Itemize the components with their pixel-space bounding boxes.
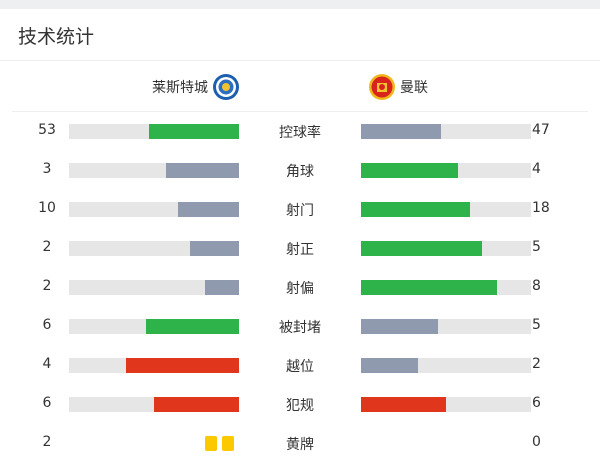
stat-row: 2 射偏 8 — [0, 277, 600, 297]
home-bar-track — [69, 358, 239, 373]
leicester-city-badge-icon — [213, 74, 239, 100]
away-bar-track — [361, 202, 531, 217]
stat-row-yellow-cards: 2 黄牌 0 — [0, 433, 600, 453]
stat-row: 10 射门 18 — [0, 199, 600, 219]
away-bar-track — [361, 280, 531, 295]
away-value: 0 — [532, 434, 541, 450]
away-bar-fill — [361, 358, 418, 373]
away-bar-track — [361, 397, 531, 412]
page-title: 技术统计 — [18, 26, 95, 48]
home-bar-track — [69, 241, 239, 256]
stat-row: 3 角球 4 — [0, 160, 600, 180]
stat-row: 6 被封堵 5 — [0, 316, 600, 336]
home-value: 4 — [42, 356, 52, 372]
away-bar-fill — [361, 241, 483, 256]
stat-label: 黄牌 — [286, 437, 314, 453]
home-bar-fill — [178, 202, 239, 217]
stat-label: 被封堵 — [279, 320, 321, 336]
away-value: 5 — [532, 317, 541, 333]
home-bar-fill — [166, 163, 239, 178]
away-team-header: 曼联 — [368, 72, 428, 102]
stat-row: 53 控球率 47 — [0, 121, 600, 141]
away-bar-track — [361, 358, 531, 373]
home-value: 2 — [42, 239, 52, 255]
away-value: 6 — [532, 395, 541, 411]
stat-label: 射偏 — [286, 281, 314, 297]
away-value: 2 — [532, 356, 541, 372]
home-bar-fill — [190, 241, 239, 256]
stat-label: 射正 — [286, 242, 314, 258]
away-bar-fill — [361, 163, 459, 178]
away-bar-fill — [361, 280, 497, 295]
home-bar-fill — [154, 397, 239, 412]
home-value: 3 — [42, 161, 52, 177]
away-bar-track — [361, 163, 531, 178]
stat-label: 角球 — [286, 164, 314, 180]
home-team-name: 莱斯特城 — [152, 80, 208, 96]
away-bar-track — [361, 124, 531, 139]
yellow-card-icon — [205, 436, 217, 451]
stat-label: 犯规 — [286, 398, 314, 414]
home-bar-track — [69, 163, 239, 178]
stat-label: 越位 — [286, 359, 314, 375]
stat-row: 6 犯规 6 — [0, 394, 600, 414]
home-yellow-cards — [205, 436, 234, 451]
away-bar-fill — [361, 319, 439, 334]
away-bar-fill — [361, 202, 471, 217]
top-bar — [0, 0, 600, 9]
home-bar-fill — [205, 280, 239, 295]
away-bar-track — [361, 241, 531, 256]
home-value: 2 — [42, 434, 52, 450]
home-value: 53 — [38, 122, 56, 138]
away-value: 4 — [532, 161, 541, 177]
away-bar-fill — [361, 397, 446, 412]
home-bar-track — [69, 280, 239, 295]
home-bar-fill — [146, 319, 239, 334]
home-value: 10 — [38, 200, 56, 216]
away-value: 5 — [532, 239, 541, 255]
away-value: 47 — [532, 122, 550, 138]
stat-label: 控球率 — [279, 125, 321, 141]
home-value: 2 — [42, 278, 52, 294]
home-bar-track — [69, 202, 239, 217]
home-value: 6 — [42, 317, 52, 333]
home-bar-track — [69, 397, 239, 412]
away-value: 18 — [532, 200, 550, 216]
divider — [12, 111, 588, 112]
stat-row: 2 射正 5 — [0, 238, 600, 258]
away-team-name: 曼联 — [400, 80, 428, 96]
home-bar-track — [69, 319, 239, 334]
away-bar-fill — [361, 124, 441, 139]
away-value: 8 — [532, 278, 541, 294]
home-bar-fill — [148, 124, 239, 139]
home-team-header: 莱斯特城 — [152, 72, 240, 102]
divider — [0, 60, 600, 61]
home-bar-track — [69, 124, 239, 139]
home-bar-fill — [125, 358, 239, 373]
yellow-card-icon — [222, 436, 234, 451]
away-bar-track — [361, 319, 531, 334]
manchester-united-badge-icon — [369, 74, 395, 100]
home-value: 6 — [42, 395, 52, 411]
stat-row: 4 越位 2 — [0, 355, 600, 375]
stat-label: 射门 — [286, 203, 314, 219]
